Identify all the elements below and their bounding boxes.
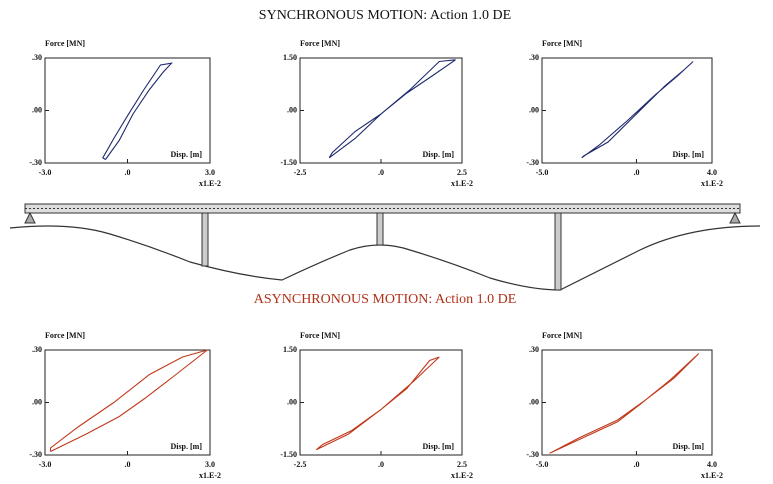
bridge <box>9 203 761 291</box>
x-tick-label: .0 <box>378 168 384 177</box>
x-multiplier: x1.E-2 <box>701 471 723 480</box>
plot-frame <box>299 349 463 456</box>
y-tick-label: .00 <box>529 397 539 406</box>
plot-frame <box>44 57 211 164</box>
y-tick-label: -.30 <box>526 450 539 459</box>
y-tick-label: .00 <box>287 105 297 114</box>
y-tick-label: -.30 <box>29 158 42 167</box>
y-tick-label: -.30 <box>526 158 539 167</box>
x-tick-label: .0 <box>633 460 639 469</box>
x-axis-label: Disp. [m] <box>170 442 202 451</box>
y-tick-label: .00 <box>32 397 42 406</box>
x-tick-label: -5.0 <box>536 460 549 469</box>
hysteresis-loop <box>328 59 456 159</box>
y-tick-label: .30 <box>32 345 42 354</box>
x-tick-label: 2.5 <box>457 168 467 177</box>
x-axis-label: Disp. [m] <box>170 150 202 159</box>
hysteresis-loop <box>315 356 440 451</box>
y-tick-label: .30 <box>529 53 539 62</box>
y-axis-label: Force [MN] <box>300 39 340 48</box>
plot-frame <box>299 57 463 164</box>
y-tick-label: -.30 <box>29 450 42 459</box>
x-tick-label: -3.0 <box>39 168 52 177</box>
x-tick-label: -3.0 <box>39 460 52 469</box>
y-tick-label: -1.50 <box>280 158 297 167</box>
x-tick-label: 2.5 <box>457 460 467 469</box>
sync-heading: SYNCHRONOUS MOTION: Action 1.0 DE <box>259 8 511 23</box>
x-tick-label: .0 <box>378 460 384 469</box>
x-tick-label: -2.5 <box>294 168 307 177</box>
x-tick-label: 3.0 <box>205 460 215 469</box>
y-axis-label: Force [MN] <box>300 331 340 340</box>
y-tick-label: .00 <box>32 105 42 114</box>
x-tick-label: 4.0 <box>707 168 717 177</box>
terrain <box>9 225 761 291</box>
x-multiplier: x1.E-2 <box>451 471 473 480</box>
x-tick-label: -2.5 <box>294 460 307 469</box>
x-tick-label: .0 <box>125 460 131 469</box>
x-axis-label: Disp. [m] <box>672 442 704 451</box>
x-multiplier: x1.E-2 <box>701 179 723 188</box>
pier <box>554 212 562 291</box>
x-tick-label: 4.0 <box>707 460 717 469</box>
x-multiplier: x1.E-2 <box>451 179 473 188</box>
y-tick-label: .30 <box>32 53 42 62</box>
x-tick-label: .0 <box>633 168 639 177</box>
y-tick-label: .00 <box>529 105 539 114</box>
abutment <box>24 211 741 224</box>
x-axis-label: Disp. [m] <box>422 442 454 451</box>
hysteresis-loop <box>549 353 700 454</box>
y-axis-label: Force [MN] <box>542 39 582 48</box>
y-axis-label: Force [MN] <box>45 39 85 48</box>
plot-frame <box>44 349 211 456</box>
y-axis-label: Force [MN] <box>542 331 582 340</box>
y-tick-label: 1.50 <box>283 345 297 354</box>
x-multiplier: x1.E-2 <box>199 471 221 480</box>
y-tick-label: .30 <box>529 345 539 354</box>
x-tick-label: .0 <box>125 168 131 177</box>
x-multiplier: x1.E-2 <box>199 179 221 188</box>
x-tick-label: -5.0 <box>536 168 549 177</box>
y-tick-label: -1.50 <box>280 450 297 459</box>
async-heading: ASYNCHRONOUS MOTION: Action 1.0 DE <box>254 292 517 307</box>
pier <box>376 212 384 246</box>
y-tick-label: .00 <box>287 397 297 406</box>
plot-frame <box>541 57 713 164</box>
y-axis-label: Force [MN] <box>45 331 85 340</box>
y-tick-label: 1.50 <box>283 53 297 62</box>
x-tick-label: 3.0 <box>205 168 215 177</box>
x-axis-label: Disp. [m] <box>422 150 454 159</box>
hysteresis-loop <box>102 62 173 160</box>
pier <box>201 212 209 267</box>
hysteresis-loop <box>49 349 208 452</box>
x-axis-label: Disp. [m] <box>672 150 704 159</box>
hysteresis-loop <box>581 61 694 159</box>
